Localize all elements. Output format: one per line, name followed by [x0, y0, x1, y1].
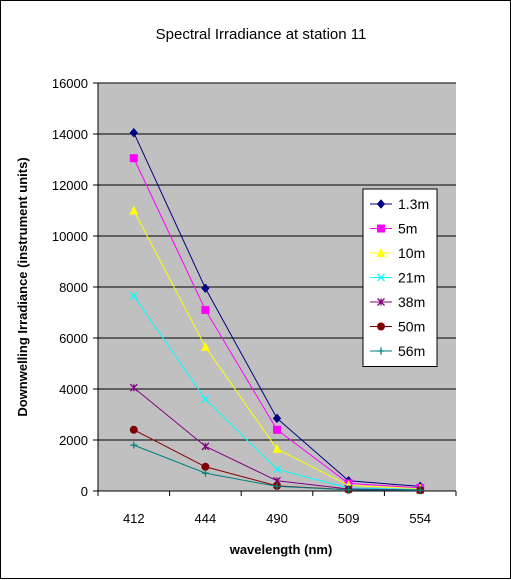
data-point — [376, 199, 386, 209]
data-point — [129, 127, 138, 138]
legend-label: 10m — [398, 245, 425, 261]
legend-item: 38m — [370, 294, 425, 310]
data-point — [130, 441, 138, 449]
x-tick-label: 554 — [409, 511, 431, 526]
data-point — [345, 486, 353, 494]
data-point — [201, 283, 210, 294]
data-point — [129, 205, 139, 215]
legend-item: 10m — [370, 245, 425, 261]
series-56m — [130, 441, 424, 494]
legend-label: 38m — [398, 294, 425, 310]
data-point — [129, 425, 138, 434]
data-point — [273, 425, 281, 434]
data-point — [201, 395, 210, 404]
legend-item: 56m — [370, 343, 425, 359]
x-tick-label: 509 — [338, 511, 360, 526]
data-point — [129, 291, 138, 300]
axes: 0 2000 4000 6000 8000 10000 12000 14000 16000 412… — [52, 76, 457, 526]
data-point — [129, 154, 138, 163]
y-tick-label: 2000 — [59, 433, 88, 448]
y-tick-label: 14000 — [52, 127, 88, 142]
x-tick-label: 490 — [266, 511, 288, 526]
legend-label: 1.3m — [398, 196, 429, 212]
legend: 1.3m 5m 10m 21m 38m 50m 56m — [362, 188, 438, 367]
data-point — [377, 298, 385, 306]
data-point — [273, 482, 281, 490]
data-point — [201, 305, 210, 314]
y-tick-label: 4000 — [59, 382, 88, 397]
data-point — [416, 486, 424, 494]
data-point — [376, 247, 386, 257]
y-tick-label: 0 — [81, 484, 88, 499]
data-point — [272, 443, 282, 453]
x-tick-label: 412 — [123, 511, 145, 526]
gridlines — [98, 82, 456, 441]
data-point — [377, 224, 385, 233]
data-point — [201, 341, 210, 351]
y-tick-label: 12000 — [52, 178, 88, 193]
legend-item: 50m — [370, 319, 425, 335]
data-point — [377, 322, 385, 331]
data-point — [201, 442, 210, 451]
legend-label: 5m — [398, 221, 417, 237]
data-point — [129, 383, 138, 392]
y-tick-label: 8000 — [59, 280, 88, 295]
chart-title: Spectral Irradiance at station 11 — [156, 26, 367, 43]
legend-item: 1.3m — [370, 196, 429, 212]
data-point — [273, 465, 281, 474]
data-point — [377, 273, 385, 282]
x-tick-label: 444 — [195, 511, 217, 526]
data-point — [201, 469, 209, 477]
legend-label: 21m — [398, 270, 425, 286]
y-tick-label: 10000 — [52, 229, 88, 244]
legend-item: 5m — [370, 221, 417, 237]
legend-label: 56m — [398, 343, 425, 359]
y-tick-label: 16000 — [52, 76, 88, 91]
legend-label: 50m — [398, 319, 425, 335]
data-point — [377, 347, 385, 355]
y-axis-title: Downwelling Irradiance (instrument units… — [15, 157, 30, 416]
y-tick-label: 6000 — [59, 331, 88, 346]
legend-item: 21m — [370, 270, 425, 286]
data-point — [272, 413, 282, 424]
data-point — [201, 462, 210, 471]
series-layer — [129, 127, 425, 495]
x-axis-title: wavelength (nm) — [229, 542, 333, 557]
